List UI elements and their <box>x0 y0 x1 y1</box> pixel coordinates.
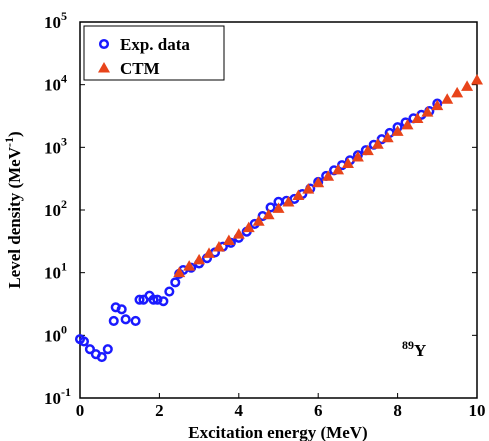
circle-marker <box>148 294 159 305</box>
y-axis-label-text: Level density (MeV <box>5 146 24 288</box>
y-tick-label: 100 <box>44 322 67 345</box>
y-tick-exponent: 5 <box>61 9 67 23</box>
triangle-marker <box>262 208 275 220</box>
triangle-marker <box>341 157 354 168</box>
x-tick-label: 8 <box>393 401 402 420</box>
y-tick-label: 105 <box>44 9 67 32</box>
y-tick-base: 10 <box>44 264 61 283</box>
triangle-marker <box>203 247 216 258</box>
triangle-marker <box>451 86 464 98</box>
y-tick-label: 10-1 <box>44 385 71 408</box>
y-tick-exponent: -1 <box>61 385 71 399</box>
triangle-marker <box>312 176 325 188</box>
triangle-marker <box>401 118 414 130</box>
triangle-marker <box>361 144 374 156</box>
y-tick-exponent: 3 <box>61 134 67 148</box>
annotation-text: Y <box>414 341 426 360</box>
triangle-marker <box>232 228 245 239</box>
triangle-marker <box>421 106 434 117</box>
circle-marker <box>164 286 175 297</box>
triangle-marker <box>242 221 255 233</box>
triangle-marker <box>272 202 285 213</box>
y-axis-label-end: ) <box>5 131 24 137</box>
triangle-marker <box>411 112 424 124</box>
x-axis-label-text: Excitation energy (MeV) <box>188 423 367 441</box>
circle-marker <box>116 304 127 315</box>
y-tick-base: 10 <box>44 201 61 220</box>
triangle-marker <box>471 73 483 85</box>
circle-marker <box>102 344 113 355</box>
triangle-marker <box>351 151 364 162</box>
legend-marker <box>98 62 110 73</box>
triangle-marker <box>381 131 394 143</box>
x-axis-label: Excitation energy (MeV) <box>188 423 367 441</box>
y-tick-base: 10 <box>44 389 61 408</box>
x-tick-label: 6 <box>314 401 323 420</box>
annotation: 89Y <box>402 338 426 360</box>
circle-marker <box>108 315 119 326</box>
circle-marker <box>265 202 276 213</box>
triangle-marker <box>292 189 305 201</box>
annotation-sup: 89 <box>402 338 414 352</box>
y-tick-label: 103 <box>44 134 67 157</box>
y-tick-exponent: 1 <box>61 260 67 274</box>
legend-label: Exp. data <box>120 35 190 54</box>
x-tick-label: 2 <box>155 401 164 420</box>
y-tick-base: 10 <box>44 326 61 345</box>
legend-marker <box>98 38 110 50</box>
triangle-marker <box>282 196 295 207</box>
triangle-marker <box>252 215 265 226</box>
y-tick-label: 104 <box>44 72 67 95</box>
y-tick-base: 10 <box>44 76 61 95</box>
y-tick-base: 10 <box>44 13 61 32</box>
triangle-marker <box>441 93 454 104</box>
triangle-marker <box>222 234 235 246</box>
triangle-marker <box>322 170 335 181</box>
triangle-marker <box>183 260 196 271</box>
circle-marker <box>130 315 141 326</box>
triangle-marker <box>391 125 404 136</box>
triangle-marker <box>461 80 474 91</box>
circle-marker <box>158 296 169 307</box>
y-tick-exponent: 2 <box>61 197 67 211</box>
circle-marker <box>134 294 145 305</box>
triangle-marker <box>431 99 444 111</box>
triangle-marker <box>371 138 384 149</box>
circle-marker <box>152 294 163 305</box>
x-tick-label: 4 <box>235 401 244 420</box>
x-tick-label: 0 <box>76 401 85 420</box>
y-tick-label: 101 <box>44 260 67 283</box>
y-axis-label: Level density (MeV-1) <box>2 131 24 288</box>
triangle-marker <box>193 253 206 265</box>
y-tick-base: 10 <box>44 138 61 157</box>
circle-marker <box>96 352 107 363</box>
triangle-marker <box>212 240 225 252</box>
circle-marker <box>170 277 181 288</box>
y-tick-exponent: 4 <box>61 72 67 86</box>
circle-marker <box>120 314 131 325</box>
y-tick-exponent: 0 <box>61 322 67 336</box>
legend-label: CTM <box>120 59 160 78</box>
triangle-marker <box>332 163 345 175</box>
x-tick-label: 10 <box>469 401 486 420</box>
triangle-marker <box>302 183 315 194</box>
y-tick-label: 102 <box>44 197 67 220</box>
triangle-marker <box>173 266 186 278</box>
circle-marker <box>78 336 90 347</box>
circle-marker <box>84 344 95 355</box>
y-axis-label-sup: -1 <box>2 137 16 147</box>
